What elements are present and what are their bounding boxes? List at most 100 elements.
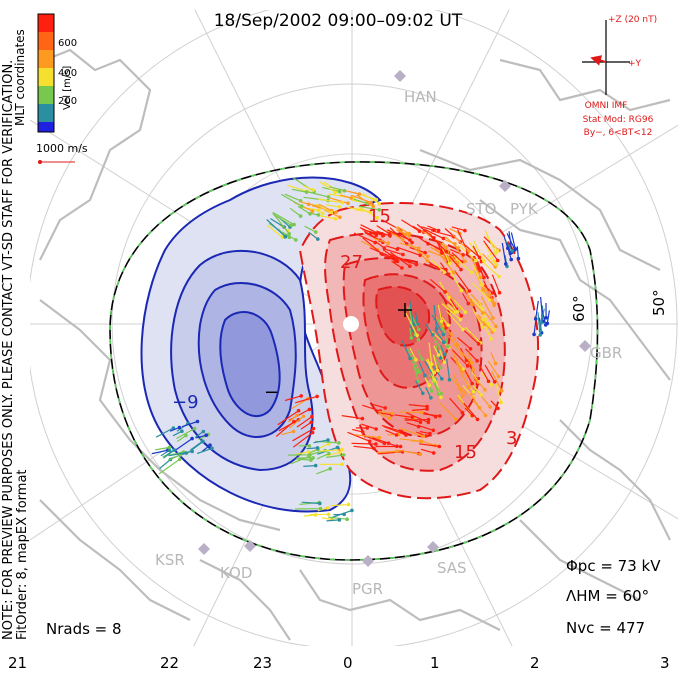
velocity-vector-origin <box>429 362 434 367</box>
velocity-vector-origin <box>467 249 471 253</box>
velocity-vector <box>456 396 468 409</box>
velocity-vector <box>464 326 482 344</box>
colorbar-tick-600: 600 <box>58 38 77 49</box>
velocity-vector <box>266 219 286 238</box>
map-title: 18/Sep/2002 09:00–09:02 UT <box>214 11 463 31</box>
pole-marker <box>343 316 359 332</box>
velocity-vector <box>453 255 472 273</box>
coastlines <box>39 48 671 641</box>
velocity-vector-origin <box>432 378 437 382</box>
station-sas: SAS <box>437 559 467 577</box>
mlt-label-1: 1 <box>430 654 440 672</box>
velocity-vector-origin <box>454 417 458 422</box>
velocity-vector-origin <box>471 390 476 394</box>
velocity-vector-origin <box>475 359 479 363</box>
velocity-vector <box>414 312 418 325</box>
velocity-vector-origin <box>172 448 176 452</box>
velocity-vector <box>303 465 316 467</box>
velocity-vector <box>329 197 349 204</box>
velocity-vector <box>306 447 318 450</box>
stat-n-vc: Nvc = 477 <box>566 619 645 637</box>
imf-stat-mod: Stat Mod: RG96 <box>583 115 654 125</box>
velocity-vector <box>328 516 348 520</box>
velocity-vector-origin <box>474 258 478 263</box>
velocity-vector <box>386 229 404 241</box>
velocity-vector-origin <box>310 414 314 419</box>
velocity-vector <box>407 349 421 373</box>
colorbar-tick-400: 400 <box>58 68 77 79</box>
velocity-vector <box>383 425 407 436</box>
velocity-vector <box>168 450 193 457</box>
velocity-vector <box>394 414 413 418</box>
velocity-vector-origin <box>349 196 353 200</box>
velocity-vector-origin <box>463 310 468 315</box>
velocity-vector-origin <box>496 249 500 253</box>
velocity-vector <box>484 243 496 262</box>
velocity-vector <box>356 194 374 207</box>
velocity-vector-origin <box>443 290 447 294</box>
velocity-vector <box>475 314 486 325</box>
velocity-vector-origin <box>441 332 446 337</box>
velocity-vector-origin <box>184 433 188 438</box>
negative-convection-cell <box>140 176 382 513</box>
velocity-vector <box>421 226 435 231</box>
velocity-vector-origin <box>478 269 482 273</box>
velocity-vector-origin <box>295 413 299 418</box>
velocity-vector-origin <box>329 210 334 215</box>
velocity-vector-origin <box>436 228 441 233</box>
velocity-vector-origin <box>426 420 431 425</box>
velocity-vector <box>318 449 343 452</box>
velocity-vector <box>447 253 459 263</box>
velocity-vector <box>535 300 539 319</box>
velocity-vector-origin <box>415 333 419 338</box>
velocity-vector-origin <box>509 257 513 262</box>
velocity-vector-origin <box>497 274 501 279</box>
velocity-vector-origin <box>309 420 313 425</box>
velocity-vector <box>473 240 485 262</box>
contour-label-pos-b: 27 <box>340 252 363 273</box>
velocity-vector-origin <box>403 232 408 236</box>
velocity-vector <box>304 225 317 233</box>
velocity-vector-origin <box>496 406 500 411</box>
velocity-vector <box>315 203 332 214</box>
velocity-vector-origin <box>417 229 422 233</box>
velocity-vector <box>425 387 432 399</box>
velocity-vector <box>439 349 445 363</box>
velocity-vector-origin <box>539 320 543 325</box>
velocity-vector <box>419 443 440 448</box>
station-pgr: PGR <box>352 580 383 598</box>
velocity-vector-origin <box>195 419 200 424</box>
velocity-vector <box>277 410 299 426</box>
velocity-vector-origin <box>335 445 340 450</box>
velocity-vector-origin <box>373 240 378 245</box>
velocity-vector-origin <box>340 200 345 205</box>
contour-label-pos-c: 15 <box>454 442 477 463</box>
velocity-vector <box>318 215 336 220</box>
velocity-vector <box>437 318 444 330</box>
velocity-vector-origin <box>307 407 312 412</box>
velocity-vector-origin <box>479 393 483 397</box>
velocity-vector <box>387 229 411 241</box>
velocity-vector-origin <box>424 434 428 438</box>
velocity-vector-origin <box>200 439 205 444</box>
velocity-vector <box>484 364 496 383</box>
colorbar-tick-200: 200 <box>58 96 77 107</box>
velocity-vector-origin <box>310 430 315 435</box>
velocity-vector <box>483 284 494 294</box>
velocity-vector <box>396 246 421 256</box>
velocity-vector <box>491 274 501 293</box>
velocity-vector <box>329 186 345 192</box>
velocity-vector-origin <box>418 420 423 425</box>
velocity-vector-origin <box>394 449 399 454</box>
velocity-vector <box>190 440 203 451</box>
velocity-vector <box>423 413 440 417</box>
velocity-vector-origin <box>317 208 321 212</box>
velocity-vector-origin <box>446 272 451 277</box>
velocity-vector-origin <box>374 197 379 202</box>
velocity-vector-origin <box>432 371 437 375</box>
velocity-vector-origin <box>415 370 420 374</box>
velocity-vector-origin <box>416 337 421 342</box>
velocity-vector-origin <box>467 289 472 293</box>
velocity-vector <box>409 243 428 262</box>
velocity-vector-origin <box>407 259 412 264</box>
